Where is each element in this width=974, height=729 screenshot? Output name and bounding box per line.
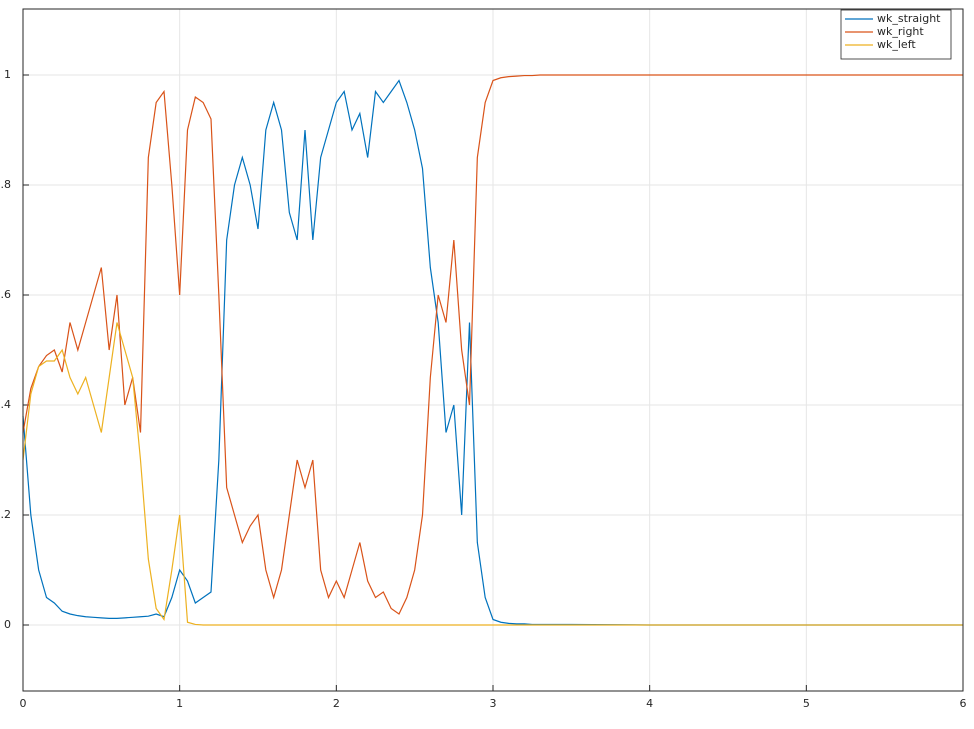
legend-label: wk_straight: [877, 12, 941, 25]
x-tick-label: 0: [20, 697, 27, 710]
x-tick-label: 2: [333, 697, 340, 710]
y-tick-label: 0.6: [0, 288, 11, 301]
x-tick-label: 6: [960, 697, 967, 710]
y-tick-label: 1: [4, 68, 11, 81]
series-line: [22, 79, 963, 626]
legend-box: [840, 9, 952, 60]
y-tick-label: 0.8: [0, 178, 11, 191]
series-line: [22, 74, 963, 615]
legend-label: wk_left: [877, 38, 916, 51]
y-tick-label: 0.4: [0, 398, 11, 411]
x-tick-label: 3: [490, 697, 497, 710]
y-tick-label: 0: [4, 618, 11, 631]
y-tick-label: 0.2: [0, 508, 11, 521]
x-tick-label: 4: [646, 697, 653, 710]
axes-box: [22, 8, 964, 692]
legend-label: wk_right: [877, 25, 924, 38]
x-tick-label: 5: [803, 697, 810, 710]
series-line: [22, 322, 963, 626]
x-tick-label: 1: [176, 697, 183, 710]
plot: [22, 74, 963, 626]
